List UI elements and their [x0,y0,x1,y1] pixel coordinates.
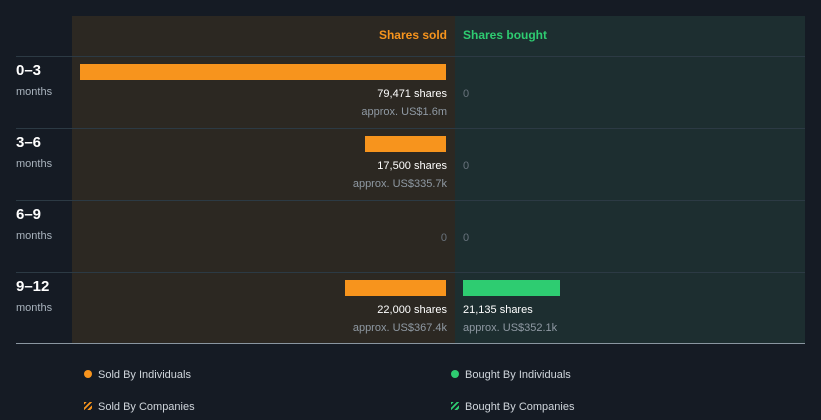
legend-item-sold-companies: Sold By Companies [84,401,195,413]
sold-shares-label: 79,471 shares [377,88,447,100]
shares-bought-header: Shares bought [463,28,548,42]
bought-value-label: approx. US$352.1k [463,322,558,334]
legend-label: Bought By Individuals [465,369,571,381]
sold-zero-label: 0 [440,232,447,244]
green-dot-icon [451,370,459,379]
shares-sold-header: Shares sold [378,28,447,42]
legend-item-sold-individuals: Sold By Individuals [84,369,191,381]
orange-hatch-icon [84,402,92,411]
bought-bar [463,280,560,296]
row-divider [16,56,805,57]
period-unit-label: months [16,158,53,170]
period-unit-label: months [16,302,53,314]
sold-shares-label: 22,000 shares [377,304,447,316]
bought-zero-label: 0 [463,160,470,172]
bought-zero-label: 0 [463,88,470,100]
period-unit-label: months [16,230,53,242]
legend-item-bought-individuals: Bought By Individuals [451,369,571,381]
period-label: 0–3 [16,62,42,79]
row-divider [16,272,805,273]
green-hatch-icon [451,402,459,411]
row-divider [16,128,805,129]
sold-value-label: approx. US$335.7k [352,178,447,190]
bought-zero-label: 0 [463,232,470,244]
legend-label: Sold By Companies [98,401,195,413]
legend-item-bought-companies: Bought By Companies [451,401,574,413]
sold-bar [80,64,446,80]
chart-baseline [16,343,805,344]
legend-label: Bought By Companies [465,401,575,413]
sold-value-label: approx. US$1.6m [361,106,447,118]
sold-value-label: approx. US$367.4k [352,322,447,334]
sold-shares-label: 17,500 shares [377,160,447,172]
legend-label: Sold By Individuals [98,369,191,381]
sold-bar [345,280,446,296]
sold-bar [365,136,446,152]
row-divider [16,200,805,201]
period-label: 6–9 [16,206,42,223]
orange-dot-icon [84,370,92,379]
period-unit-label: months [16,86,53,98]
bought-shares-label: 21,135 shares [463,304,533,316]
period-label: 3–6 [16,134,42,151]
period-label: 9–12 [16,278,50,295]
